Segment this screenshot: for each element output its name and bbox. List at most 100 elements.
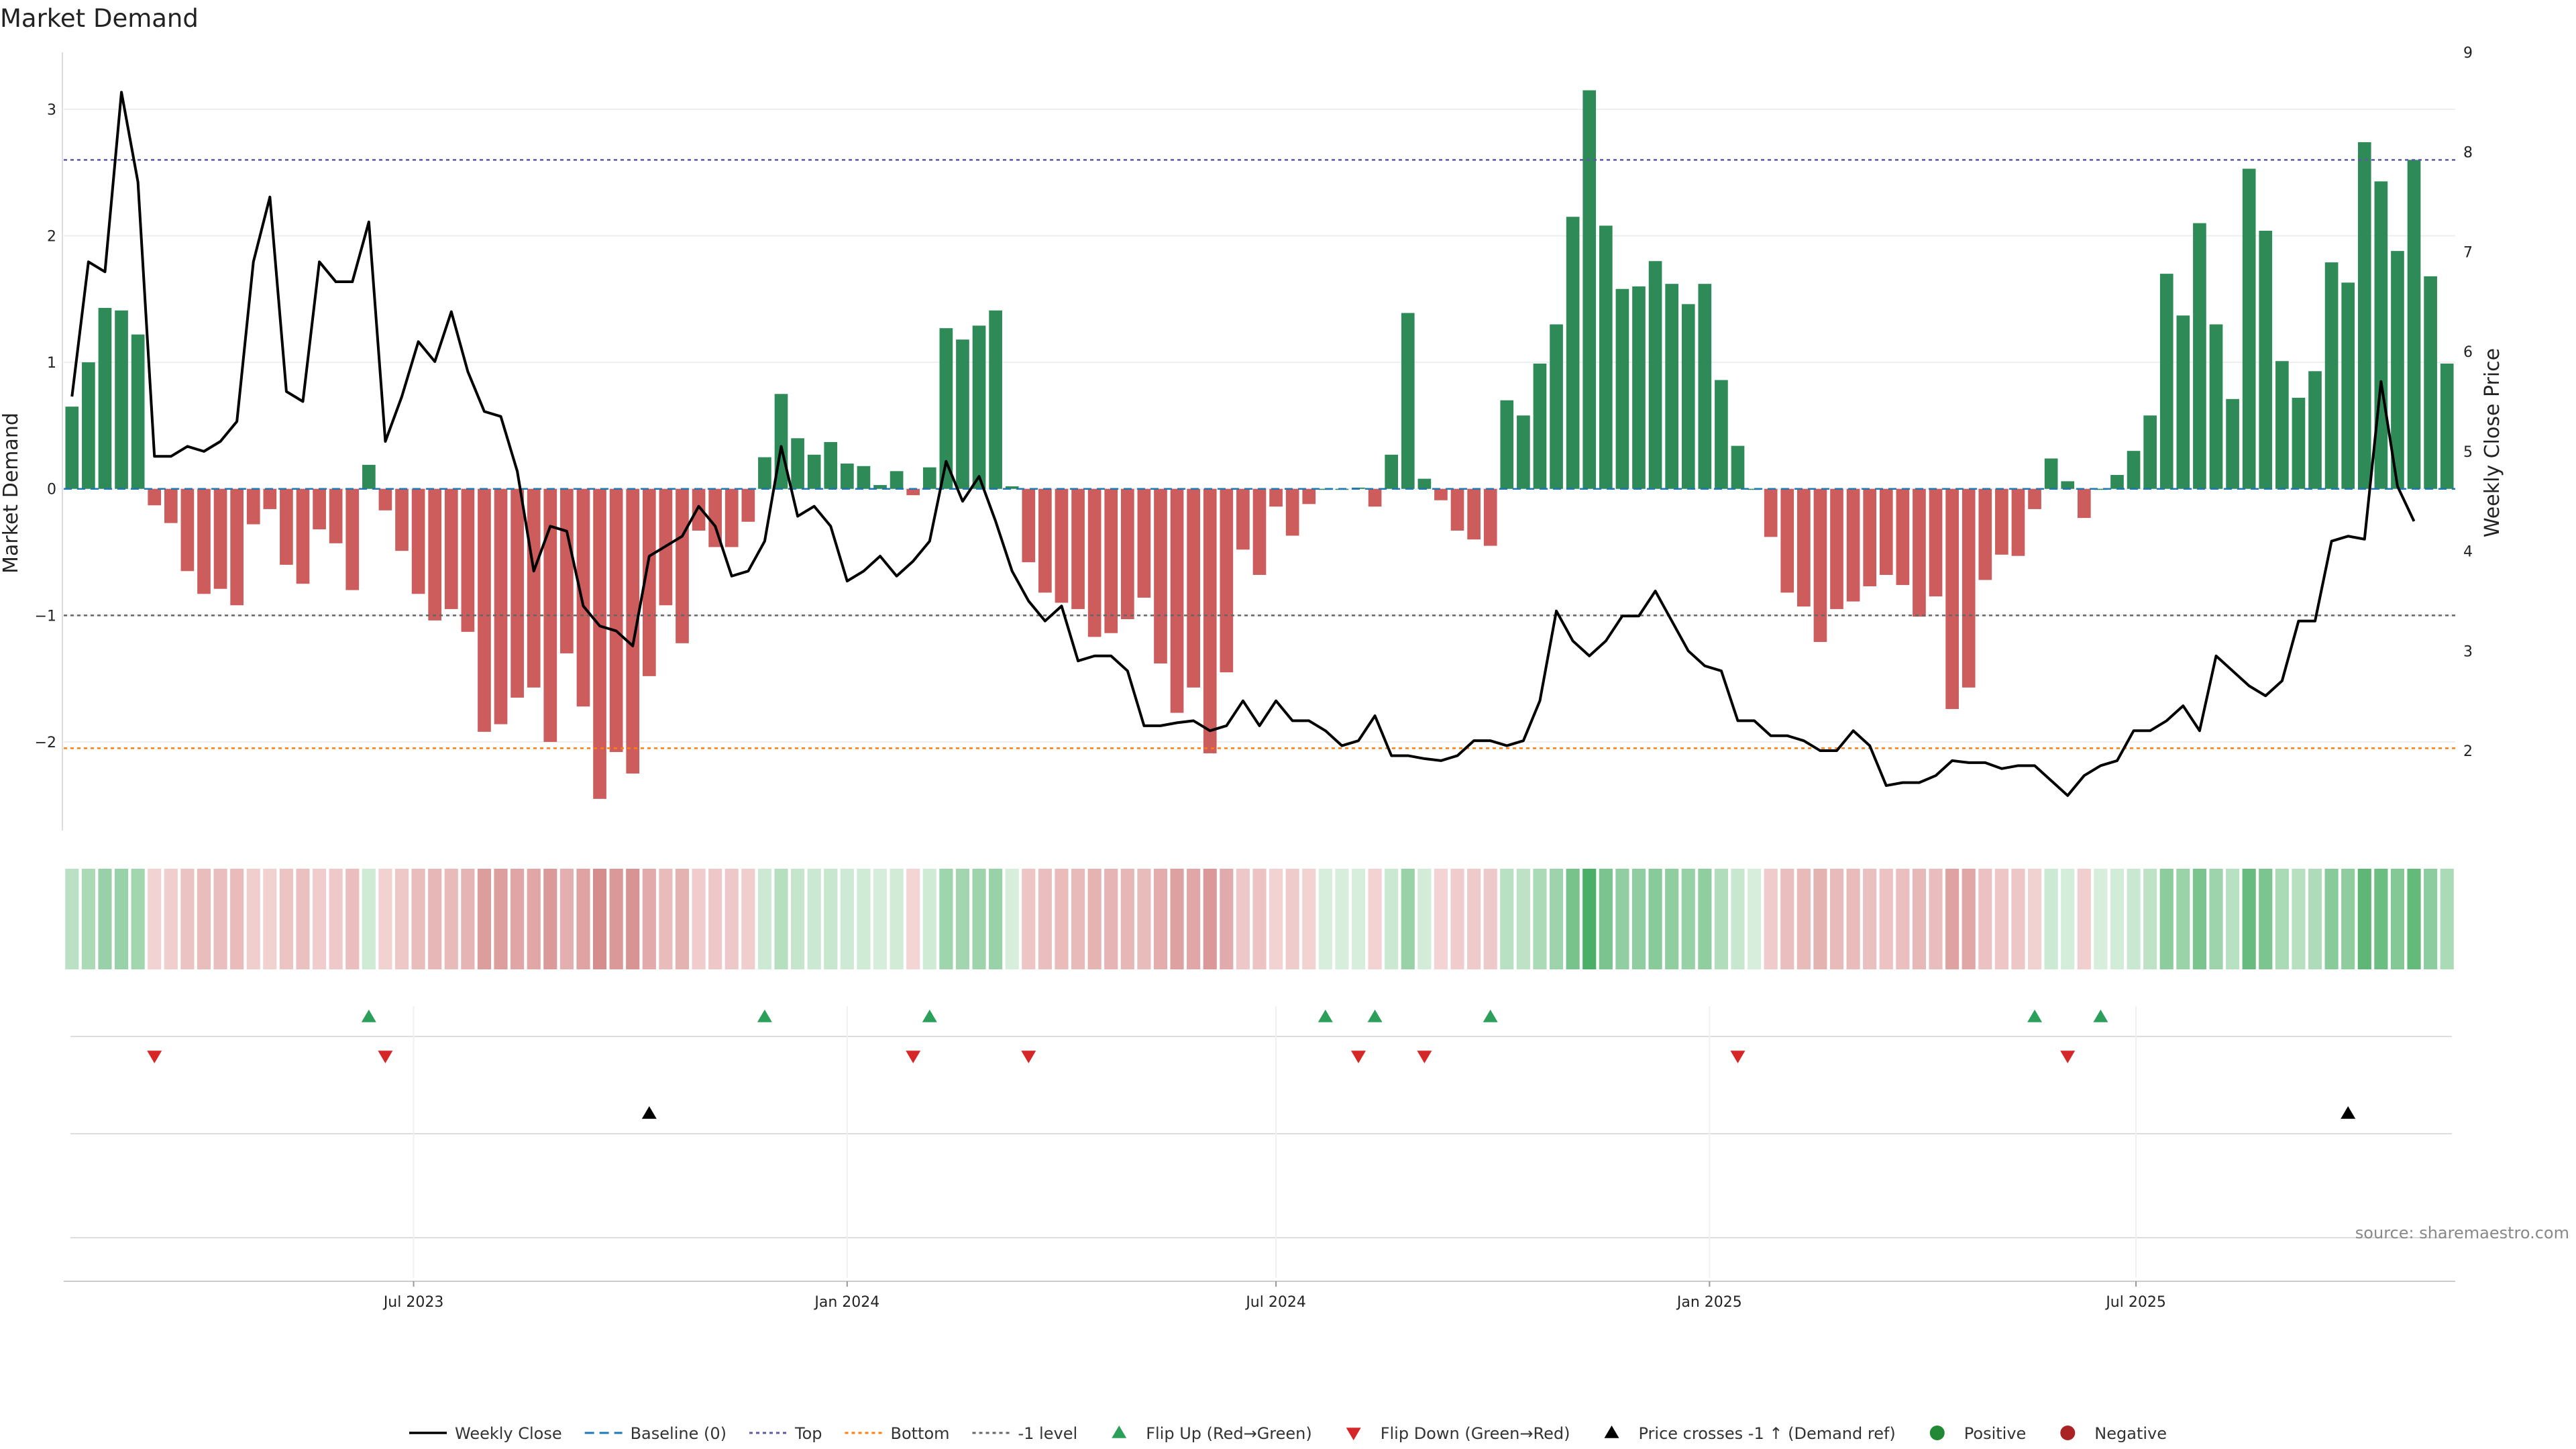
strip-cell bbox=[1120, 869, 1134, 969]
y-tick-label: 1 bbox=[47, 355, 56, 372]
strip-cell bbox=[955, 869, 970, 969]
strip-cell bbox=[2077, 869, 2091, 969]
strip-cell bbox=[362, 869, 376, 969]
demand-bar bbox=[263, 488, 277, 509]
strip-cell bbox=[2094, 869, 2108, 969]
strip-cell bbox=[1863, 869, 1877, 969]
strip-cell bbox=[279, 869, 293, 969]
strip-cell bbox=[2044, 869, 2058, 969]
strip-cell bbox=[757, 869, 771, 969]
demand-bar bbox=[1715, 380, 1728, 489]
demand-bar bbox=[494, 488, 508, 724]
demand-bar bbox=[2324, 262, 2339, 489]
strip-cell bbox=[1599, 869, 1613, 969]
demand-bar bbox=[2275, 361, 2289, 489]
strip-cell bbox=[873, 869, 888, 969]
demand-bar bbox=[2143, 415, 2157, 489]
y-tick-label: 2 bbox=[47, 228, 56, 245]
demand-bar bbox=[1467, 488, 1481, 540]
demand-bar bbox=[511, 488, 524, 698]
demand-bar bbox=[2407, 160, 2421, 489]
legend-label: Weekly Close bbox=[455, 1424, 562, 1443]
demand-bar bbox=[807, 454, 821, 489]
demand-bar bbox=[1665, 284, 1678, 489]
demand-bar bbox=[576, 488, 590, 707]
demand-bar bbox=[906, 488, 920, 496]
y-tick-label: 0 bbox=[47, 482, 56, 498]
strip-cell bbox=[1005, 869, 1019, 969]
demand-heat-strip bbox=[65, 869, 2454, 969]
strip-cell bbox=[791, 869, 805, 969]
demand-bar bbox=[378, 488, 392, 511]
strip-cell bbox=[1500, 869, 1514, 969]
flip-up-marker bbox=[922, 1010, 937, 1022]
strip-cell bbox=[494, 869, 508, 969]
strip-cell bbox=[394, 869, 409, 969]
strip-cell bbox=[1467, 869, 1481, 969]
strip-cell bbox=[1038, 869, 1052, 969]
demand-bar bbox=[2424, 276, 2437, 489]
legend-item: Positive bbox=[1929, 1424, 2026, 1443]
legend-label: Bottom bbox=[891, 1424, 950, 1443]
demand-bar bbox=[1863, 488, 1877, 586]
demand-bar bbox=[1896, 488, 1910, 586]
strip-cell bbox=[857, 869, 871, 969]
demand-bar bbox=[428, 488, 442, 621]
y2-tick-label: 2 bbox=[2463, 743, 2473, 760]
demand-bar bbox=[2028, 488, 2041, 509]
demand-bar bbox=[2292, 397, 2306, 489]
y2-tick-label: 4 bbox=[2463, 544, 2473, 561]
demand-bar bbox=[148, 488, 162, 506]
demand-bar bbox=[1780, 488, 1794, 593]
demand-bar bbox=[1830, 488, 1843, 609]
strip-cell bbox=[444, 869, 458, 969]
demand-bar bbox=[313, 488, 326, 530]
strip-cell bbox=[592, 869, 607, 969]
demand-bar bbox=[1945, 488, 1959, 709]
legend-label: Top bbox=[794, 1424, 822, 1443]
strip-cell bbox=[1450, 869, 1464, 969]
demand-bar bbox=[2127, 451, 2141, 489]
demand-bar bbox=[296, 488, 310, 584]
strip-cell bbox=[329, 869, 343, 969]
strip-cell bbox=[1302, 869, 1316, 969]
strip-cell bbox=[1566, 869, 1580, 969]
strip-cell bbox=[1434, 869, 1448, 969]
strip-cell bbox=[2143, 869, 2157, 969]
strip-cell bbox=[1698, 869, 1712, 969]
demand-bar bbox=[246, 488, 260, 525]
y2-tick-label: 5 bbox=[2463, 444, 2473, 461]
y-axis-right: 9 8 7 6 5 4 3 2 bbox=[2463, 45, 2473, 760]
demand-bar bbox=[213, 488, 227, 589]
signal-panels bbox=[70, 1006, 2452, 1278]
strip-cell bbox=[2424, 869, 2438, 969]
strip-cell bbox=[411, 869, 425, 969]
demand-bar bbox=[2044, 458, 2058, 489]
strip-cell bbox=[1351, 869, 1366, 969]
price-line-group bbox=[70, 91, 2416, 797]
strip-cell bbox=[2127, 869, 2141, 969]
demand-bar bbox=[956, 339, 969, 489]
demand-bar bbox=[1302, 488, 1316, 504]
strip-cell bbox=[1401, 869, 1415, 969]
demand-bar bbox=[1087, 488, 1102, 637]
x-axis: Jul 2023 Jan 2024 Jul 2024 Jan 2025 Jul 2025 bbox=[64, 1281, 2455, 1311]
legend: Weekly Close Baseline (0) Top Bottom -1 leve… bbox=[409, 1424, 2167, 1443]
demand-bar bbox=[1615, 288, 1629, 489]
strip-cell bbox=[1385, 869, 1399, 969]
legend-item: Negative bbox=[2060, 1424, 2167, 1443]
strip-cell bbox=[2159, 869, 2174, 969]
flip-up-marker bbox=[1367, 1010, 1383, 1022]
demand-bar bbox=[609, 488, 623, 753]
demand-bar bbox=[692, 488, 706, 531]
strip-cell bbox=[2242, 869, 2256, 969]
demand-bar bbox=[1434, 488, 1448, 500]
y-axis-left: 3 2 1 0 −1 −2 bbox=[35, 102, 56, 751]
strip-cell bbox=[708, 869, 722, 969]
demand-bar bbox=[2077, 488, 2091, 519]
demand-bar bbox=[2440, 364, 2454, 489]
strip-cell bbox=[824, 869, 838, 969]
strip-cell bbox=[1829, 869, 1844, 969]
strip-cell bbox=[576, 869, 590, 969]
strip-cell bbox=[906, 869, 920, 969]
